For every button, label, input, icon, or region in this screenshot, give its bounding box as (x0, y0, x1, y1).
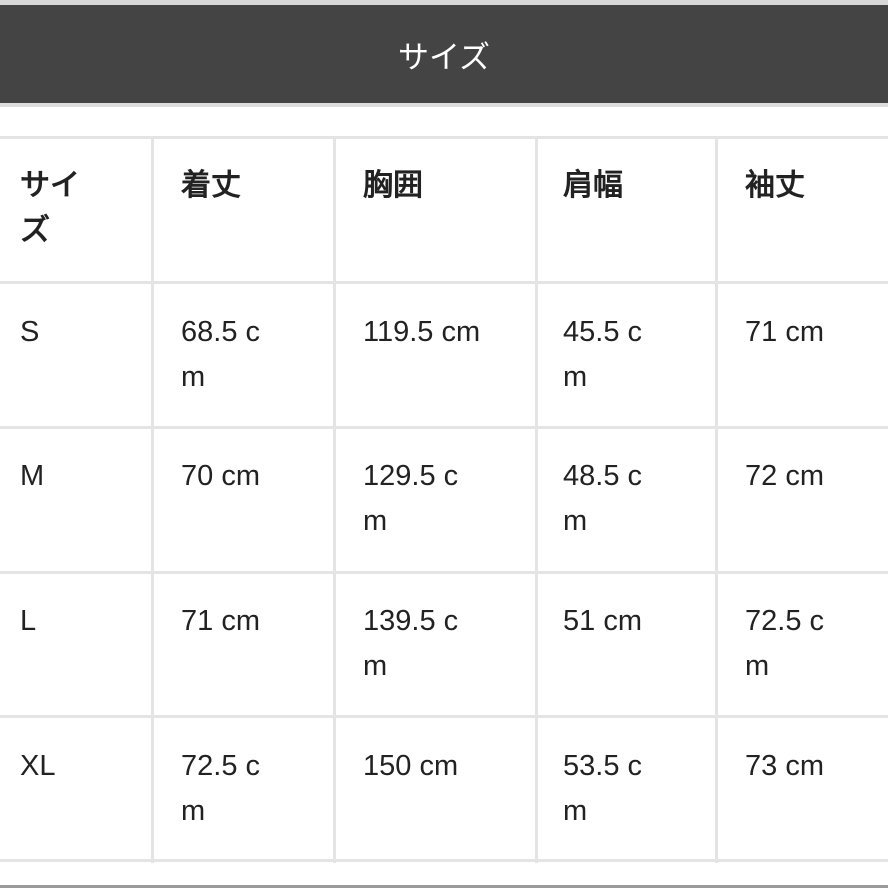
column-divider (535, 137, 538, 863)
row-divider (0, 859, 888, 862)
table-cell: 73 cm (745, 750, 824, 782)
table-cell: 72 cm (745, 460, 824, 492)
table-cell: 139.5 c m (363, 605, 459, 682)
row-divider (0, 281, 888, 284)
table-cell: 51 cm (563, 605, 642, 637)
section-title: サイズ (397, 39, 491, 75)
table-cell: 72.5 c m (745, 605, 824, 682)
column-header-length: 着丈 (181, 169, 241, 202)
bottom-divider (0, 885, 888, 888)
table-cell: 53.5 c m (563, 750, 642, 827)
table-cell: 129.5 c m (363, 460, 459, 537)
table-cell-size: L (20, 605, 37, 637)
table-cell: 71 cm (181, 605, 260, 637)
column-divider (333, 137, 336, 863)
column-header-shoulder: 肩幅 (563, 169, 623, 202)
table-cell: 48.5 c m (563, 460, 642, 537)
row-divider (0, 571, 888, 574)
top-strip (0, 0, 888, 5)
table-cell: 150 cm (363, 750, 459, 782)
table-cell: 45.5 c m (563, 316, 642, 393)
column-header-size: サイ ズ (20, 169, 80, 247)
column-header-sleeve: 袖丈 (745, 169, 805, 202)
table-cell-size: S (20, 316, 40, 348)
table-cell: 72.5 c m (181, 750, 260, 827)
table-cell-size: M (20, 460, 45, 492)
table-cell: 119.5 cm (363, 316, 481, 348)
table-cell: 70 cm (181, 460, 260, 492)
section-header: サイズ (0, 5, 888, 107)
column-divider (151, 137, 154, 863)
row-divider (0, 426, 888, 429)
column-header-chest: 胸囲 (363, 169, 423, 202)
row-divider (0, 715, 888, 718)
table-cell: 71 cm (745, 316, 824, 348)
table-cell: 68.5 c m (181, 316, 260, 393)
row-divider (0, 136, 888, 139)
table-cell-size: XL (20, 750, 56, 782)
column-divider (715, 137, 718, 863)
